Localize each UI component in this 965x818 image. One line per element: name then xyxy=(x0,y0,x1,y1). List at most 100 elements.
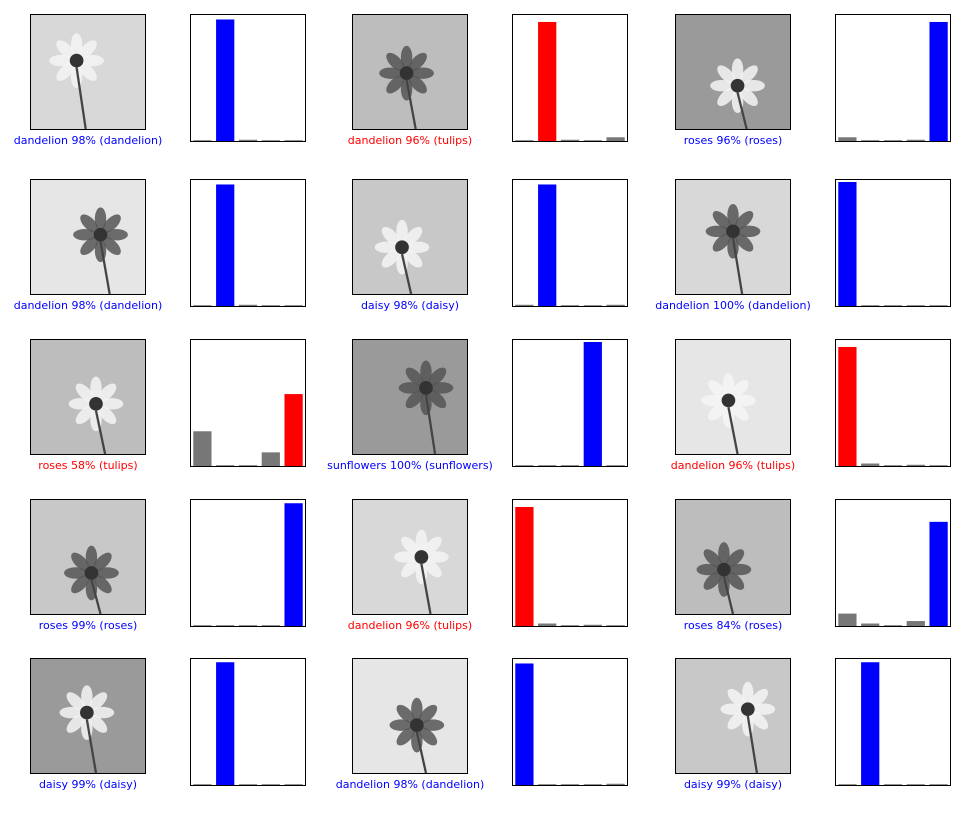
probability-bar-chart xyxy=(835,14,951,142)
probability-bar-sunflowers xyxy=(583,140,602,141)
probability-bar-dandelion xyxy=(861,662,880,785)
prediction-panel: dandelion 96% (tulips) xyxy=(322,14,642,174)
probability-bar-dandelion xyxy=(216,184,235,306)
probability-bar-tulips xyxy=(606,783,625,785)
prediction-caption: daisy 99% (daisy) xyxy=(683,778,783,791)
probability-bar-dandelion xyxy=(216,19,235,141)
flower-image xyxy=(675,499,791,615)
prediction-caption: dandelion 96% (tulips) xyxy=(347,134,473,147)
probability-bar-sunflowers xyxy=(906,139,925,141)
probability-bar-sunflowers xyxy=(261,140,280,141)
probability-bar-dandelion xyxy=(216,465,235,466)
probability-bar-sunflowers xyxy=(583,305,602,306)
probability-bar-dandelion xyxy=(861,140,880,141)
probability-bar-chart xyxy=(835,499,951,627)
probability-bar-chart xyxy=(835,179,951,307)
probability-bar-dandelion xyxy=(861,463,880,466)
probability-bar-dandelion xyxy=(216,662,235,785)
probability-bar-roses xyxy=(560,305,580,306)
probability-bar-sunflowers xyxy=(583,342,602,466)
probability-bar-chart xyxy=(835,339,951,467)
probability-bar-roses xyxy=(238,304,258,306)
probability-bar-roses xyxy=(238,625,258,626)
probability-bar-daisy xyxy=(838,137,857,141)
probability-bar-daisy xyxy=(515,663,534,785)
probability-bar-roses xyxy=(883,305,903,306)
flower-image xyxy=(30,339,146,455)
probability-bar-tulips xyxy=(606,465,625,466)
flower-image xyxy=(675,339,791,455)
flower-image xyxy=(352,658,468,774)
flower-image xyxy=(352,179,468,295)
prediction-panel: dandelion 96% (tulips) xyxy=(645,339,965,499)
probability-bar-roses xyxy=(560,465,580,466)
prediction-caption: roses 99% (roses) xyxy=(38,619,138,632)
probability-bar-sunflowers xyxy=(583,624,602,626)
probability-bar-tulips xyxy=(284,503,303,626)
probability-bar-sunflowers xyxy=(906,621,925,626)
probability-bar-chart xyxy=(190,499,306,627)
probability-bar-tulips xyxy=(284,305,303,306)
probability-bar-dandelion xyxy=(861,623,880,626)
probability-bar-daisy xyxy=(838,346,857,466)
prediction-panel: roses 58% (tulips) xyxy=(0,339,320,499)
prediction-panel: dandelion 98% (dandelion) xyxy=(322,658,642,818)
probability-bar-daisy xyxy=(193,625,212,626)
prediction-caption: dandelion 98% (dandelion) xyxy=(13,299,163,312)
flower-image xyxy=(675,179,791,295)
prediction-panel: roses 99% (roses) xyxy=(0,499,320,659)
probability-bar-tulips xyxy=(606,304,625,306)
probability-bar-chart xyxy=(512,339,628,467)
prediction-panel: dandelion 98% (dandelion) xyxy=(0,179,320,339)
prediction-caption: roses 84% (roses) xyxy=(683,619,783,632)
probability-bar-daisy xyxy=(193,140,212,141)
prediction-caption: daisy 99% (daisy) xyxy=(38,778,138,791)
flower-image xyxy=(352,339,468,455)
probability-bar-chart xyxy=(190,339,306,467)
probability-bar-daisy xyxy=(515,140,534,141)
probability-bar-daisy xyxy=(515,304,534,306)
prediction-caption: dandelion 96% (tulips) xyxy=(347,619,473,632)
prediction-panel: daisy 98% (daisy) xyxy=(322,179,642,339)
probability-bar-sunflowers xyxy=(261,625,280,626)
probability-bar-roses xyxy=(560,139,580,141)
prediction-caption: dandelion 98% (dandelion) xyxy=(13,134,163,147)
prediction-caption: dandelion 98% (dandelion) xyxy=(335,778,485,791)
probability-bar-tulips xyxy=(929,305,948,306)
probability-bar-dandelion xyxy=(538,465,557,466)
probability-bar-roses xyxy=(883,140,903,141)
prediction-panel: sunflowers 100% (sunflowers) xyxy=(322,339,642,499)
probability-bar-dandelion xyxy=(216,625,235,626)
probability-bar-chart xyxy=(190,14,306,142)
prediction-panel: daisy 99% (daisy) xyxy=(0,658,320,818)
flower-image xyxy=(675,658,791,774)
prediction-panel: dandelion 96% (tulips) xyxy=(322,499,642,659)
probability-bar-roses xyxy=(238,465,258,466)
prediction-caption: dandelion 100% (dandelion) xyxy=(655,299,811,312)
flower-image xyxy=(675,14,791,130)
probability-bar-chart xyxy=(835,658,951,786)
probability-bar-tulips xyxy=(929,465,948,466)
prediction-caption: daisy 98% (daisy) xyxy=(360,299,460,312)
prediction-panel: dandelion 100% (dandelion) xyxy=(645,179,965,339)
probability-bar-tulips xyxy=(284,784,303,785)
probability-bar-roses xyxy=(238,139,258,141)
probability-bar-sunflowers xyxy=(261,784,280,785)
probability-bar-daisy xyxy=(193,784,212,785)
probability-bar-chart xyxy=(512,658,628,786)
prediction-caption: roses 58% (tulips) xyxy=(38,459,138,472)
probability-bar-sunflowers xyxy=(906,784,925,785)
probability-bar-sunflowers xyxy=(583,784,602,785)
probability-bar-sunflowers xyxy=(906,305,925,306)
prediction-panel: roses 96% (roses) xyxy=(645,14,965,174)
probability-bar-chart xyxy=(190,179,306,307)
probability-bar-tulips xyxy=(284,394,303,466)
flower-image xyxy=(352,14,468,130)
probability-bar-daisy xyxy=(515,506,534,626)
probability-bar-chart xyxy=(512,179,628,307)
probability-bar-tulips xyxy=(929,784,948,785)
probability-bar-roses xyxy=(883,784,903,785)
flower-image xyxy=(30,14,146,130)
probability-bar-tulips xyxy=(606,625,625,626)
prediction-panel: dandelion 98% (dandelion) xyxy=(0,14,320,174)
